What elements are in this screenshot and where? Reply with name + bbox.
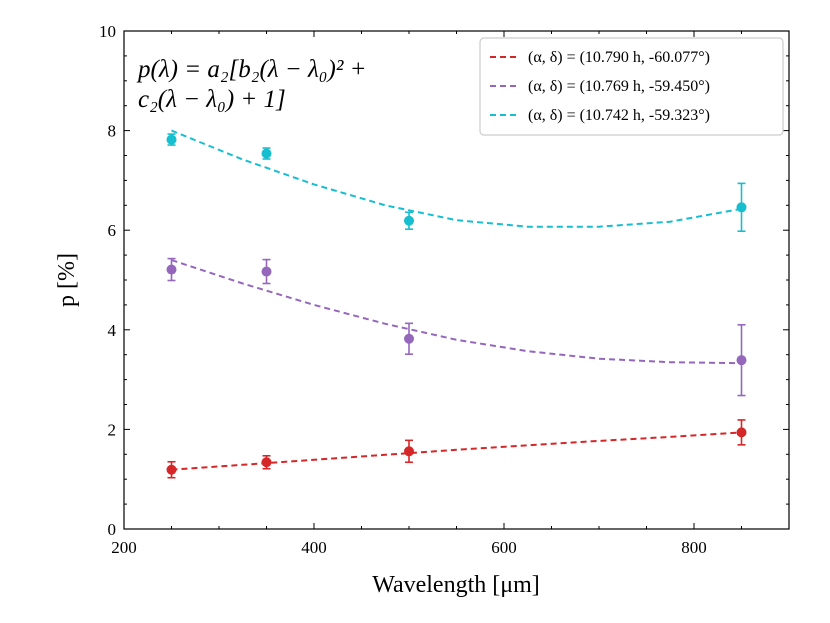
y-tick-label: 8 [108,122,117,141]
x-tick-label: 800 [681,538,707,557]
data-point-series-1 [261,457,272,468]
data-point-series-2 [261,266,272,277]
y-axis-label: p [%] [54,253,80,307]
axis-ticks: 200 400 600 800 0 2 4 6 8 10 [99,22,790,557]
y-tick-label: 6 [108,221,117,240]
data-point-series-2 [404,333,414,344]
data-point-series-1 [404,446,414,457]
formula-annotation-line1: p(λ) = a₂[b₂(λ − λ₀)² + [136,56,366,83]
y-tick-label: 10 [99,22,116,41]
fit-curve-series-3 [171,129,742,228]
legend-items: (α, δ) = (10.790 h, -60.077°) (α, δ) = (1… [490,49,710,124]
x-tick-label: 400 [301,538,327,557]
data-point-series-2 [736,355,747,366]
formula-annotation-line2: c₂(λ − λ₀) + 1] [138,86,286,113]
legend: (α, δ) = (10.790 h, -60.077°) (α, δ) = (1… [479,37,784,136]
x-tick-label: 600 [491,538,517,557]
data-point-series-3 [736,202,747,213]
legend-box [479,37,784,136]
y-tick-label: 2 [108,420,117,439]
x-tick-label: 200 [111,538,137,557]
data-points [166,133,747,479]
y-tick-label: 4 [108,321,117,340]
data-point-series-3 [404,215,414,226]
legend-label: (α, δ) = (10.790 h, -60.077°) [528,49,710,66]
legend-label: (α, δ) = (10.769 h, -59.450°) [528,78,710,95]
x-axis-label: Wavelength [μm] [372,572,540,598]
data-point-series-2 [166,264,177,275]
data-point-series-3 [166,134,177,145]
legend-label: (α, δ) = (10.742 h, -59.323°) [528,107,710,124]
data-point-series-3 [261,148,272,159]
data-point-series-1 [166,464,177,475]
data-point-series-1 [736,427,747,438]
y-tick-label: 0 [108,520,117,539]
